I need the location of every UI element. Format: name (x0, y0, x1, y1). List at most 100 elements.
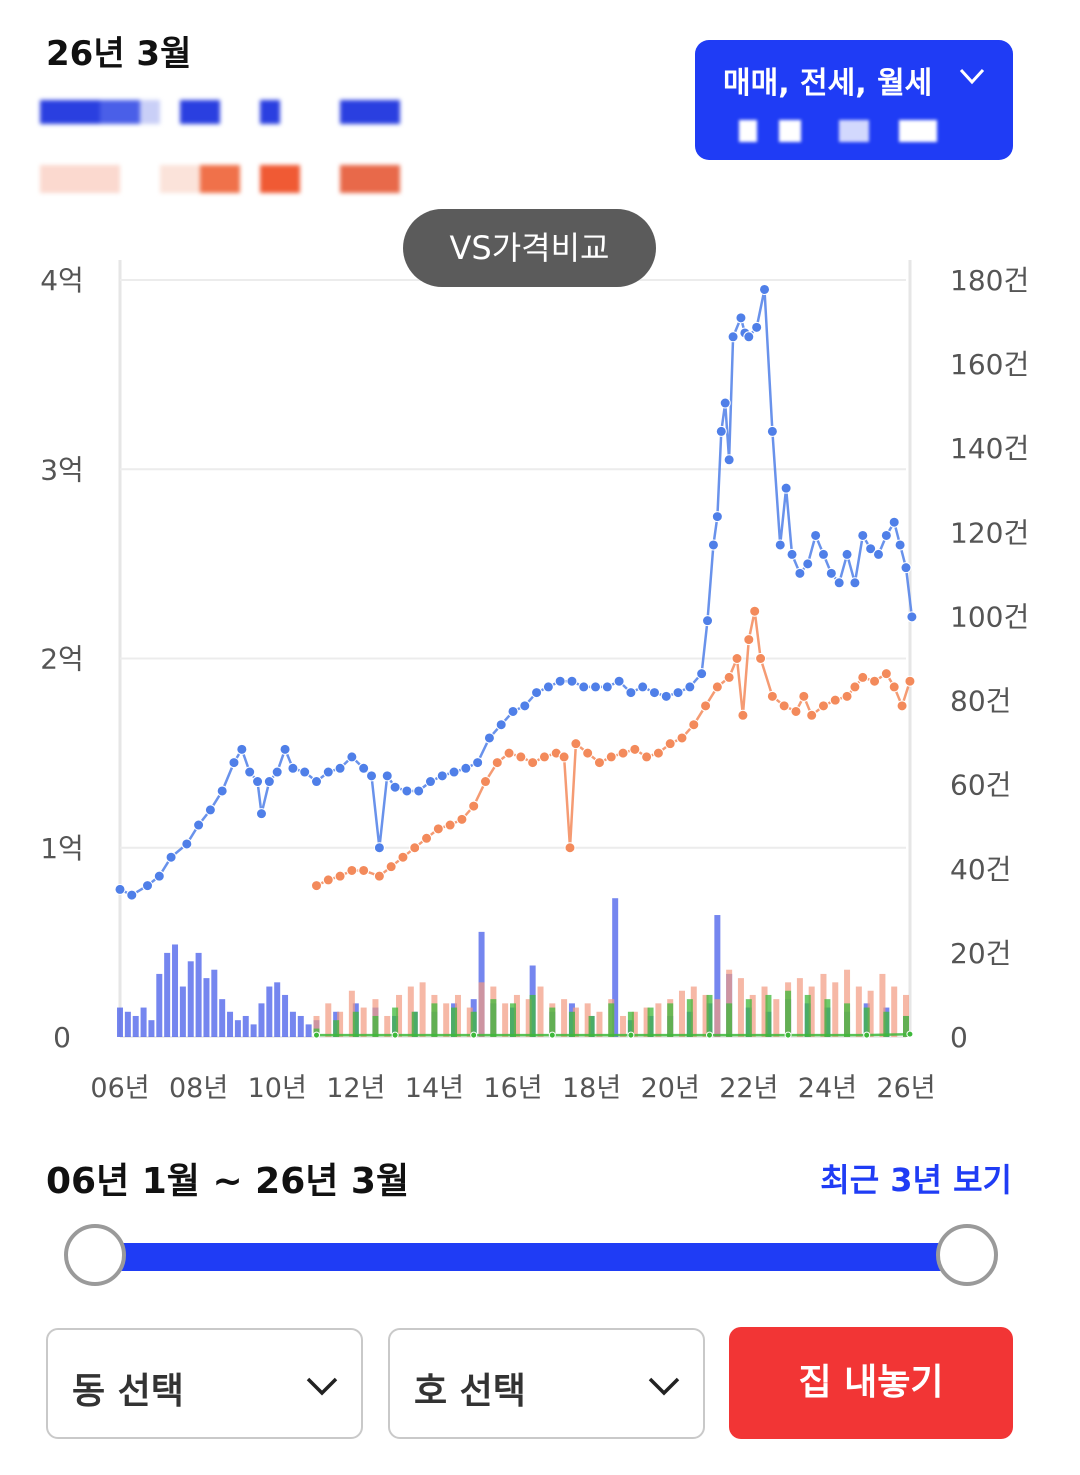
ho-select[interactable]: 호 선택 (388, 1328, 705, 1439)
volume-bar-monthly (903, 1015, 909, 1037)
volume-bar-jeonse (466, 1007, 473, 1037)
slider-end-handle[interactable] (936, 1224, 998, 1286)
slider-start-handle[interactable] (64, 1224, 126, 1286)
dong-select[interactable]: 동 선택 (46, 1328, 363, 1439)
point-sale (786, 548, 798, 560)
point-jeonse (688, 719, 700, 731)
point-jeonse (629, 743, 641, 755)
point-sale (723, 454, 735, 466)
volume-bar-monthly (431, 1003, 438, 1037)
point-sale (888, 516, 900, 528)
point-jeonse (358, 864, 370, 876)
point-sale (590, 681, 602, 693)
volume-bar-jeonse (631, 1011, 638, 1037)
point-sale (802, 558, 814, 570)
volume-bar-jeonse (572, 1007, 579, 1037)
volume-bar-jeonse (749, 994, 756, 1037)
y-right-tick-label: 180건 (950, 264, 1029, 297)
point-jeonse (421, 832, 433, 844)
volume-bar-jeonse (678, 990, 685, 1037)
vs-compare-button[interactable]: VS가격비교 (403, 209, 656, 287)
point-jeonse (849, 681, 861, 693)
point-jeonse (503, 747, 515, 759)
x-tick-label: 14년 (405, 1073, 464, 1104)
point-sale (900, 562, 912, 574)
y-left-tick-label: 1억 (40, 832, 84, 865)
point-sale (373, 842, 385, 854)
point-jeonse (723, 671, 735, 683)
y-right-tick-label: 60건 (950, 769, 1011, 802)
trade-type-select[interactable]: 매매, 전세, 월세 (695, 40, 1013, 160)
point-sale (472, 757, 484, 769)
volume-bar-jeonse (620, 1015, 627, 1037)
volume-bar-jeonse (384, 1015, 391, 1037)
volume-bar-monthly (647, 1007, 654, 1037)
volume-bar-jeonse (808, 986, 815, 1037)
volume-bar-sale (187, 961, 194, 1037)
point-sale (743, 331, 755, 343)
point-jeonse (558, 751, 570, 763)
point-sale (759, 283, 771, 295)
point-jeonse (766, 690, 778, 702)
point-sale (346, 751, 358, 763)
volume-bar-monthly (568, 1011, 575, 1037)
volume-bar-sale (117, 1007, 123, 1037)
point-jeonse (385, 861, 397, 873)
volume-bar-jeonse (655, 1003, 662, 1037)
volume-bar-monthly (667, 1003, 674, 1037)
point-sale (554, 675, 566, 687)
point-sale (244, 766, 256, 778)
point-sale (637, 681, 649, 693)
volume-bar-jeonse (337, 1011, 344, 1037)
volume-bar-monthly (529, 994, 536, 1037)
volume-bar-monthly (588, 1015, 595, 1037)
x-tick-label: 08년 (169, 1073, 228, 1104)
list-my-home-button[interactable]: 집 내놓기 (729, 1327, 1013, 1439)
point-jeonse (749, 605, 761, 617)
volume-bar-jeonse (773, 999, 780, 1037)
point-jeonse (806, 709, 818, 721)
y-right-tick-label: 0 (950, 1021, 968, 1054)
volume-bar-monthly (470, 1011, 477, 1037)
point-jeonse (755, 653, 767, 664)
volume-bar-monthly (352, 1011, 359, 1037)
recent-3-years-link[interactable]: 최근 3년 보기 (820, 1161, 1012, 1199)
dong-select-label: 동 선택 (72, 1371, 184, 1412)
point-sale (193, 819, 205, 831)
x-tick-label: 16년 (483, 1073, 542, 1104)
volume-bar-sale (242, 1015, 249, 1037)
point-monthly (470, 1031, 478, 1039)
volume-bar-jeonse (396, 994, 403, 1037)
x-tick-label: 12년 (326, 1073, 385, 1104)
volume-bar-monthly (785, 990, 792, 1037)
volume-bar-sale (211, 969, 218, 1037)
point-jeonse (479, 776, 491, 788)
volume-bar-jeonse (855, 986, 862, 1037)
point-sale (252, 776, 264, 788)
point-sale (424, 776, 436, 788)
point-sale (366, 770, 378, 782)
point-jeonse (676, 732, 688, 744)
point-sale (857, 529, 869, 541)
point-sale (381, 770, 393, 782)
period-slider-track[interactable] (95, 1243, 967, 1271)
point-sale (751, 321, 763, 333)
point-jeonse (444, 819, 456, 831)
point-jeonse (334, 870, 346, 882)
point-sale (648, 687, 660, 699)
trade-type-label: 매매, 전세, 월세 (723, 66, 933, 101)
point-sale (165, 851, 177, 863)
point-jeonse (409, 842, 421, 854)
point-sale (448, 766, 460, 778)
volume-bar-sale (289, 1011, 296, 1037)
point-sale (389, 781, 401, 793)
point-sale (279, 743, 291, 755)
point-monthly (863, 1031, 871, 1039)
point-jeonse (896, 700, 908, 712)
blurred-subtext (719, 120, 949, 142)
point-jeonse (700, 700, 712, 712)
point-sale (735, 312, 747, 324)
point-jeonse (373, 870, 385, 882)
point-monthly (313, 1031, 320, 1039)
volume-bar-jeonse (513, 994, 520, 1037)
